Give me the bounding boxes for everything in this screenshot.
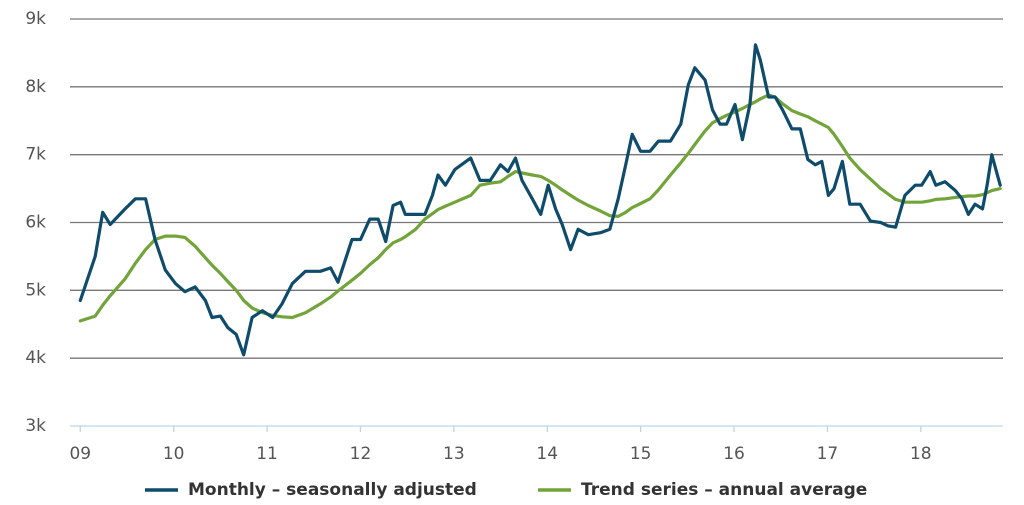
x-tick-label: 16 bbox=[723, 444, 745, 464]
x-tick-label: 17 bbox=[817, 444, 839, 464]
legend-label: Monthly – seasonally adjusted bbox=[188, 480, 477, 500]
x-tick-label: 14 bbox=[536, 444, 558, 464]
x-tick-label: 09 bbox=[69, 444, 91, 464]
y-tick-label: 9k bbox=[25, 9, 46, 29]
y-tick-label: 7k bbox=[25, 145, 46, 165]
y-tick-label: 5k bbox=[25, 280, 46, 300]
x-tick-label: 10 bbox=[163, 444, 185, 464]
x-tick-label: 12 bbox=[350, 444, 372, 464]
x-tick-label: 18 bbox=[910, 444, 932, 464]
x-tick-label: 13 bbox=[443, 444, 465, 464]
series-line bbox=[78, 43, 1002, 357]
series-line bbox=[78, 93, 1002, 323]
legend-label: Trend series – annual average bbox=[581, 480, 867, 500]
y-tick-label: 6k bbox=[25, 213, 46, 233]
x-tick-label: 15 bbox=[630, 444, 652, 464]
y-tick-label: 8k bbox=[25, 77, 46, 97]
y-tick-label: 3k bbox=[25, 416, 46, 436]
x-tick-label: 11 bbox=[256, 444, 278, 464]
y-tick-label: 4k bbox=[25, 348, 46, 368]
